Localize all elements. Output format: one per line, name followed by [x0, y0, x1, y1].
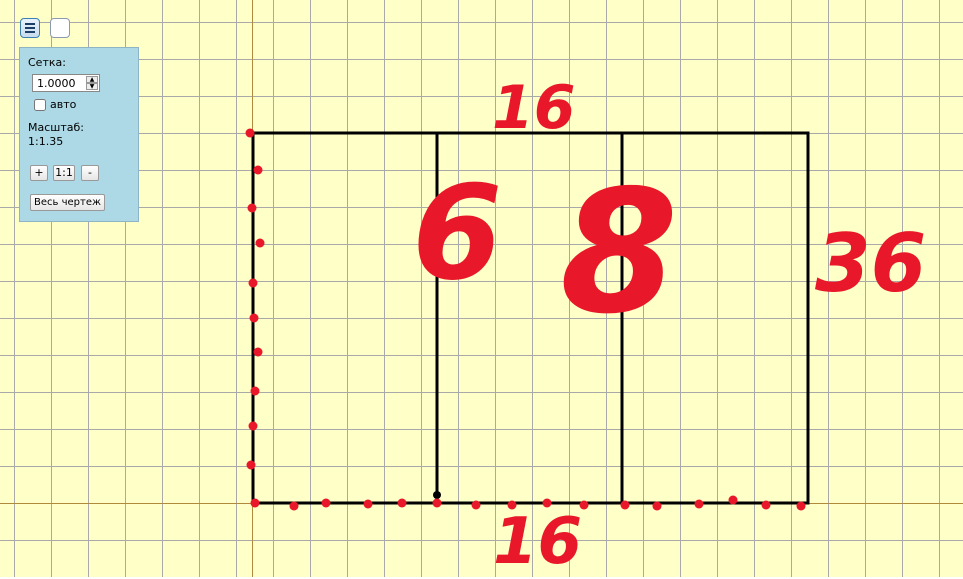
grid-input[interactable] — [33, 75, 87, 91]
red-dot — [542, 498, 552, 508]
red-dot — [432, 498, 442, 508]
red-dot — [249, 313, 259, 323]
red-dot — [397, 498, 407, 508]
left-section-annotation: 6 — [412, 157, 503, 309]
zoom-in-button[interactable]: + — [30, 165, 48, 181]
height-annotation: 36 — [815, 217, 927, 310]
red-dot — [253, 347, 263, 357]
top-width-annotation: 16 — [492, 73, 576, 143]
middle-section-annotation: 8 — [560, 154, 679, 352]
red-dot — [247, 203, 257, 213]
red-dot — [620, 500, 630, 510]
red-dot — [761, 500, 771, 510]
grid-label: Сетка: — [28, 56, 66, 69]
red-dot — [248, 278, 258, 288]
auto-option[interactable]: авто — [34, 98, 76, 111]
auto-checkbox[interactable] — [34, 98, 46, 111]
red-dot — [246, 460, 256, 470]
secondary-toolbar-button[interactable] — [50, 18, 70, 38]
red-dot — [694, 499, 704, 509]
red-dot — [321, 498, 331, 508]
menu-icon — [25, 23, 35, 25]
auto-label: авто — [50, 98, 77, 111]
bottom-width-annotation: 16 — [493, 505, 583, 579]
red-dot — [250, 498, 260, 508]
red-dot — [796, 501, 806, 511]
red-dot — [245, 128, 255, 138]
spin-up-icon[interactable]: ▲ — [86, 76, 98, 83]
menu-icon — [25, 27, 35, 29]
zoom-out-button[interactable]: - — [81, 165, 99, 181]
red-dot — [253, 165, 263, 175]
red-dot — [728, 495, 738, 505]
outer-rectangle — [251, 131, 810, 505]
red-dot — [289, 501, 299, 511]
red-dot — [652, 501, 662, 511]
settings-panel: Сетка: ▲ ▼ авто Масштаб: 1:1.35 + 1:1 - … — [19, 47, 139, 222]
bottom-edge-dots — [250, 495, 806, 511]
scale-label: Масштаб: — [28, 121, 84, 134]
red-dot — [471, 500, 481, 510]
red-dot — [579, 500, 589, 510]
red-dot — [363, 499, 373, 509]
fit-drawing-button[interactable]: Весь чертеж — [30, 194, 105, 211]
red-dot — [250, 386, 260, 396]
red-dot — [507, 500, 517, 510]
menu-button[interactable] — [20, 18, 40, 38]
grid-spinner[interactable]: ▲ ▼ — [32, 74, 100, 92]
red-dot — [255, 238, 265, 248]
red-dot — [248, 421, 258, 431]
menu-icon — [25, 31, 35, 33]
divider-endpoint — [433, 491, 441, 499]
scale-value: 1:1.35 — [28, 135, 64, 148]
zoom-reset-button[interactable]: 1:1 — [53, 165, 75, 181]
left-edge-dots — [245, 128, 265, 470]
spin-down-icon[interactable]: ▼ — [86, 83, 98, 90]
